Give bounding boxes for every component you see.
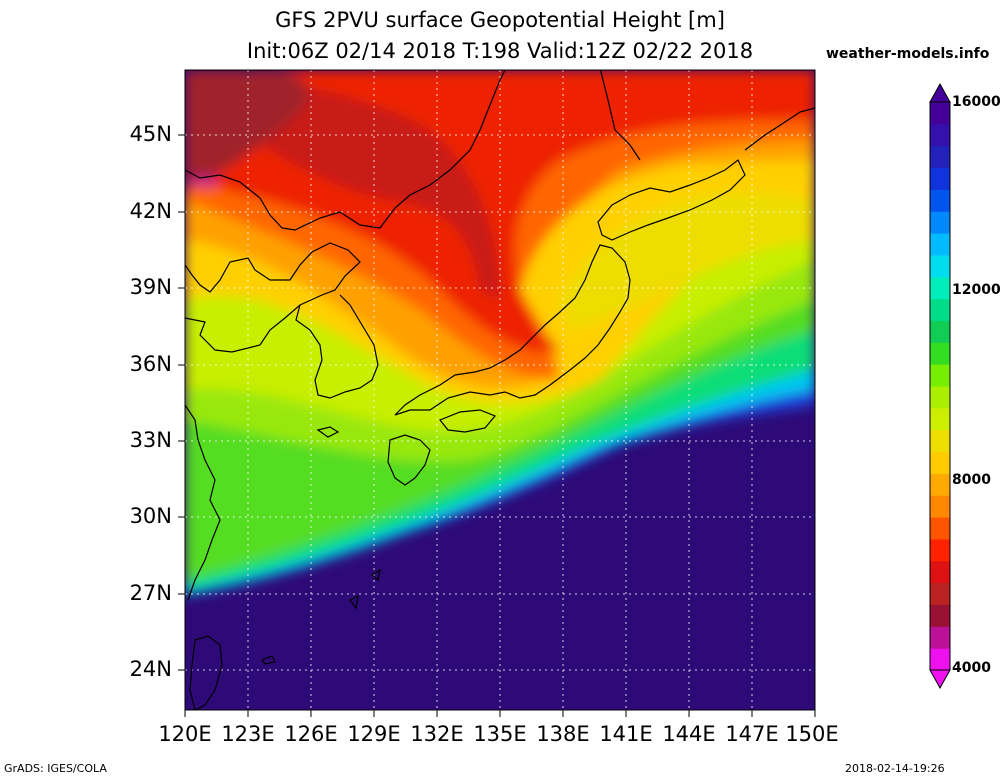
- colorbar-segment: [930, 167, 950, 190]
- colorbar-segment: [930, 145, 950, 169]
- chart-subtitle: Init:06Z 02/14 2018 T:198 Valid:12Z 02/2…: [246, 39, 754, 63]
- colorbar-segment: [930, 429, 950, 453]
- colorbar-segment: [930, 320, 950, 343]
- chart-title: GFS 2PVU surface Geopotential Height [m]: [275, 8, 725, 32]
- lat-label: 30N: [129, 504, 172, 528]
- colorbar-segment: [930, 102, 950, 125]
- colorbar-segment: [930, 495, 950, 518]
- lon-label: 129E: [347, 722, 401, 746]
- colorbar-segment: [930, 582, 950, 605]
- coastlines: [185, 70, 815, 710]
- colorbar-label: 16000: [952, 94, 1000, 110]
- colorbar-segment: [930, 386, 950, 409]
- lat-label: 36N: [129, 352, 172, 376]
- colorbar-segment: [930, 517, 950, 540]
- colorbar-bottom-arrow: [929, 669, 951, 690]
- lat-label: 42N: [129, 199, 172, 223]
- lon-label: 150E: [785, 722, 839, 746]
- site-credit: weather-models.info: [826, 46, 990, 62]
- lon-label: 132E: [410, 722, 464, 746]
- lon-label: 138E: [536, 722, 590, 746]
- colorbar-label: 12000: [952, 282, 1000, 298]
- lon-label: 141E: [599, 722, 653, 746]
- lat-label: 27N: [129, 581, 172, 605]
- colorbar-segment: [930, 342, 950, 365]
- lon-label: 135E: [473, 722, 527, 746]
- colorbar-top-arrow: [929, 82, 951, 103]
- colorbar-segment: [930, 473, 950, 496]
- colorbar-segment: [930, 648, 950, 671]
- footer-software: GrADS: IGES/COLA: [4, 762, 107, 775]
- colorbar-label: 4000: [952, 660, 991, 676]
- colorbar-segment: [930, 211, 950, 234]
- colorbar-segment: [930, 451, 950, 474]
- lat-label: 33N: [129, 428, 172, 452]
- colorbar-label: 8000: [952, 472, 991, 488]
- lat-label: 45N: [129, 122, 172, 146]
- colorbar-segment: [930, 123, 950, 147]
- colorbar-segment: [930, 407, 950, 431]
- colorbar-segment: [930, 538, 950, 562]
- lon-label: 126E: [284, 722, 338, 746]
- colorbar-segment: [930, 276, 950, 300]
- lon-label: 147E: [725, 722, 779, 746]
- lon-label: 120E: [158, 722, 212, 746]
- colorbar-segment: [930, 364, 950, 387]
- colorbar-segment: [930, 254, 950, 278]
- lon-label: 144E: [662, 722, 716, 746]
- colorbar-segment: [930, 298, 950, 321]
- footer-timestamp: 2018-02-14-19:26: [845, 762, 945, 775]
- grid: [185, 70, 815, 710]
- lat-label: 24N: [129, 657, 172, 681]
- colorbar-segments: [930, 102, 950, 671]
- colorbar-segment: [930, 189, 950, 212]
- colorbar-segment: [930, 626, 950, 649]
- colorbar-segment: [930, 604, 950, 627]
- colorbar-segment: [930, 560, 950, 584]
- height-field: [185, 70, 815, 710]
- colorbar-segment: [930, 233, 950, 256]
- lat-label: 39N: [129, 275, 172, 299]
- lon-label: 123E: [221, 722, 275, 746]
